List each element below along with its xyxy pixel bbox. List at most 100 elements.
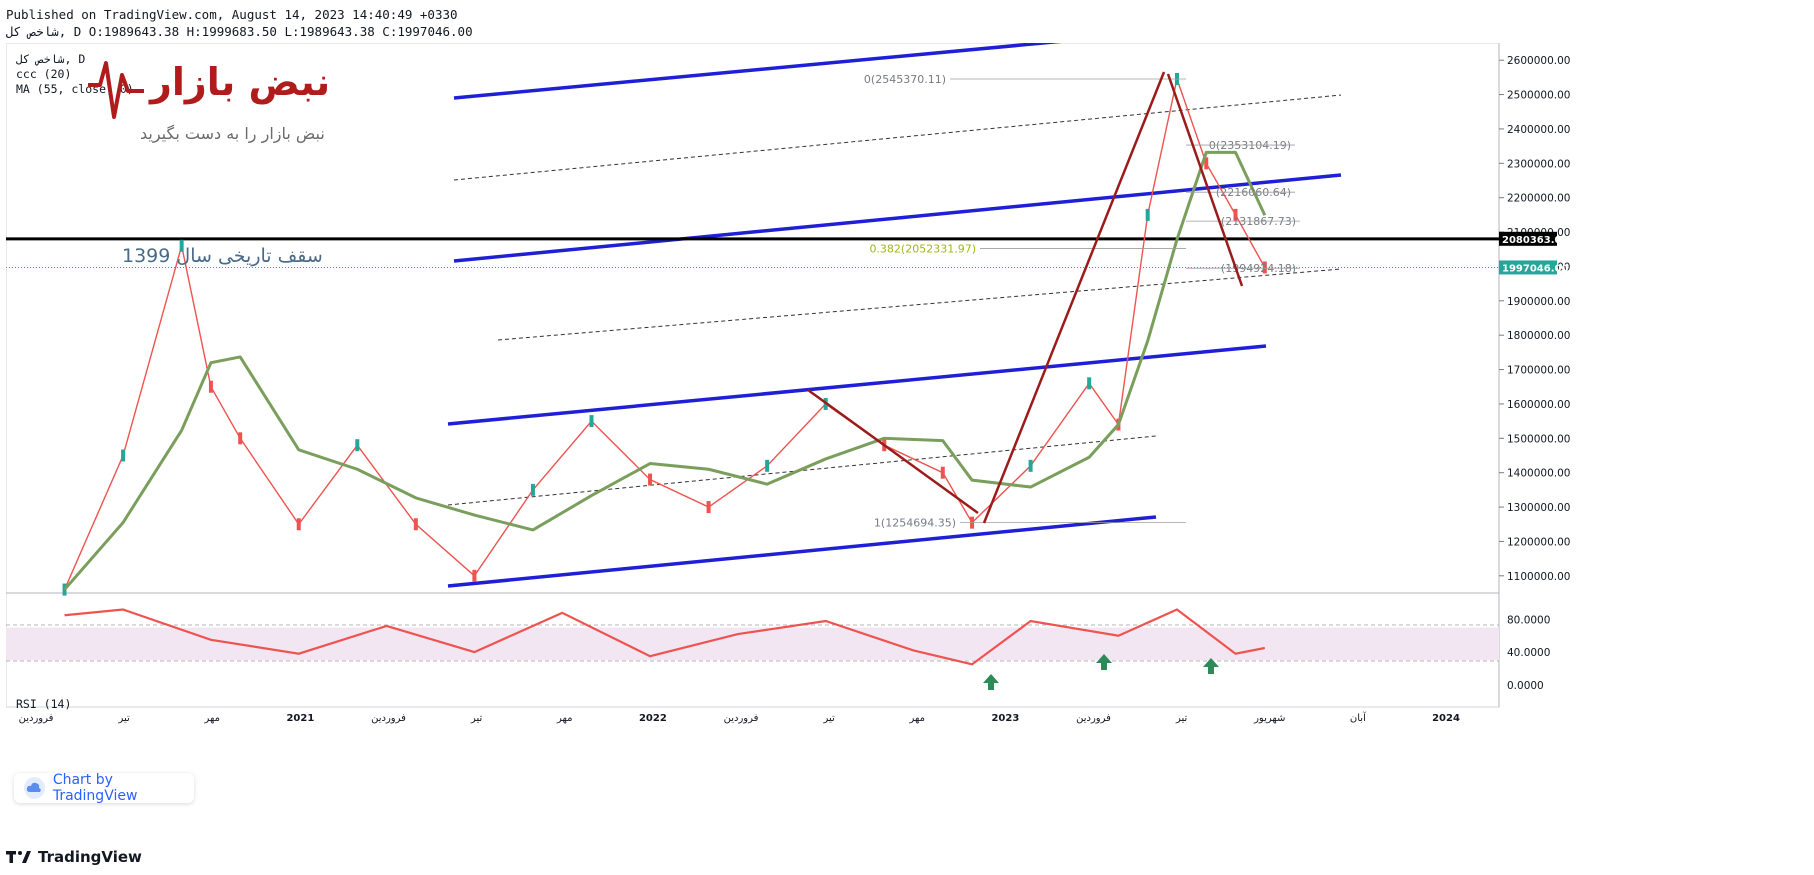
price-candle: [413, 518, 418, 531]
rsi-legend: RSI (14): [16, 697, 72, 711]
price-tick-label: 2600000.00: [1507, 55, 1570, 67]
price-candle: [355, 439, 360, 452]
rsi-tick-label: 80.0000: [1507, 614, 1550, 626]
channel-line: [447, 344, 1267, 426]
fib-label: 1(1254694.35): [874, 517, 956, 530]
price-candle: [179, 239, 184, 252]
time-tick-label: فروردین: [1076, 713, 1111, 724]
fib-label: 0(2353104.19): [1209, 139, 1291, 152]
channel-line: [453, 37, 1087, 100]
price-tick-label: 1500000.00: [1507, 433, 1570, 445]
price-candle: [1028, 459, 1033, 472]
trend-arrow: [807, 388, 979, 515]
price-candle: [1145, 208, 1150, 221]
price-candle: [765, 459, 770, 472]
historical-peak-label: سقف تاریخی سال 1399: [122, 245, 323, 267]
price-tick-label: 1100000.00: [1507, 571, 1570, 583]
rsi-line: [64, 608, 1266, 666]
price-candle: [1204, 157, 1209, 170]
fib-label: 0.382(2052331.97): [869, 242, 976, 255]
price-marker-box: [1499, 260, 1557, 275]
price-tick-label: 1600000.00: [1507, 399, 1570, 411]
publish-header: Published on TradingView.com, August 14,…: [6, 6, 473, 40]
arrow-up-icon: [1203, 658, 1219, 674]
chart-legend: شاخص کل, D ccc (20) MA (55, close, 0): [16, 52, 134, 97]
annotations: 0(2545370.11) 0(2353104.19) (2216060.64) 0.…: [807, 71, 1300, 530]
price-candle: [121, 449, 126, 462]
time-tick-label: شهریور: [1253, 713, 1285, 724]
price-candle: [530, 483, 535, 496]
price-candle: [648, 473, 653, 486]
time-tick-label: تیر: [470, 713, 483, 724]
rsi-series: 80.0000 40.0000 0.0000: [64, 608, 1550, 692]
badge-label: Chart by TradingView: [52, 772, 138, 804]
price-marker-box: [1499, 231, 1557, 246]
time-tick-label: مهر: [909, 713, 925, 724]
watermark-brand: نبض بازار: [150, 60, 331, 104]
legend-ma2: MA (55, close, 0): [16, 82, 134, 96]
price-candle: [238, 432, 243, 445]
tradingview-logo-icon: [6, 851, 31, 863]
price-tick-label: 1300000.00: [1507, 502, 1570, 514]
time-tick-label: مهر: [204, 713, 220, 724]
time-tick-label: 2024: [1432, 713, 1460, 724]
time-tick-label: فروردین: [724, 713, 759, 724]
chart-frame[interactable]: 2600000.00 2500000.00 2400000.00 2300000.00…: [5, 37, 1808, 843]
channel-line: [453, 94, 1342, 181]
price-tick-label: 2500000.00: [1507, 90, 1570, 102]
price-tick-label: 1800000.00: [1507, 330, 1570, 342]
fib-label: 0(2545370.11): [864, 73, 946, 86]
ma-line: [63, 150, 1267, 591]
time-tick-label: آبان: [1350, 711, 1367, 724]
channel-line: [497, 268, 1342, 341]
price-candle: [1262, 261, 1267, 274]
price-candle: [940, 466, 945, 479]
footer-label: TradingView: [38, 848, 142, 866]
rsi-tick-label: 40.0000: [1507, 647, 1550, 659]
trend-channels: [6, 37, 1499, 588]
price-tick-label: 1700000.00: [1507, 365, 1570, 377]
fib-label: (1994924.18): [1221, 262, 1296, 275]
price-tick-label: 1900000.00: [1507, 296, 1570, 308]
price-tick-label: 2400000.00: [1507, 124, 1570, 136]
price-candle: [1087, 377, 1092, 390]
price-line: [63, 76, 1266, 590]
time-tick-label: 2021: [286, 713, 314, 724]
pulse-logo-icon: [88, 61, 144, 119]
price-candle: [706, 501, 711, 514]
price-candle: [208, 380, 213, 393]
tradingview-badge[interactable]: Chart by TradingView: [14, 772, 194, 804]
price-candle: [1233, 208, 1238, 221]
watermark-tagline: نبض بازار را به دست بگیرید: [140, 124, 325, 143]
legend-ma1: ccc (20): [16, 67, 72, 81]
time-tick-label: تیر: [822, 713, 835, 724]
price-series: [62, 72, 1267, 596]
price-candle: [296, 518, 301, 531]
arrow-up-icon: [983, 674, 999, 690]
cloud-icon: [24, 777, 45, 799]
ma-series: [63, 150, 1267, 591]
publish-line: Published on TradingView.com, August 14,…: [6, 7, 458, 22]
price-tick-label: 2300000.00: [1507, 158, 1570, 170]
time-tick-label: 2023: [991, 713, 1019, 724]
channel-line: [447, 515, 1157, 588]
arrow-up-icon: [1096, 654, 1112, 670]
time-tick-label: تیر: [117, 713, 130, 724]
price-candle: [589, 415, 594, 428]
ohlc-line: شاخص کل, D O:1989643.38 H:1999683.50 L:1…: [6, 24, 473, 39]
price-marker-label: 1997046.00: [1502, 263, 1568, 274]
fib-label: (2216060.64): [1216, 186, 1291, 199]
price-tick-label: 2200000.00: [1507, 193, 1570, 205]
chart-svg[interactable]: 2600000.00 2500000.00 2400000.00 2300000.00…: [5, 37, 1808, 843]
trend-arrow: [982, 71, 1166, 524]
rsi-tick-label: 0.0000: [1507, 680, 1544, 692]
price-candle: [472, 569, 477, 582]
price-tick-label: 1400000.00: [1507, 468, 1570, 480]
price-tick-label: 1200000.00: [1507, 536, 1570, 548]
legend-title: شاخص کل, D: [16, 52, 86, 66]
price-marker-label: 2080363.09: [1502, 235, 1568, 246]
time-tick-label: فروردین: [19, 713, 54, 724]
time-tick-label: مهر: [556, 713, 572, 724]
trend-arrow: [1166, 73, 1244, 287]
footer-logo[interactable]: TradingView: [6, 848, 142, 866]
